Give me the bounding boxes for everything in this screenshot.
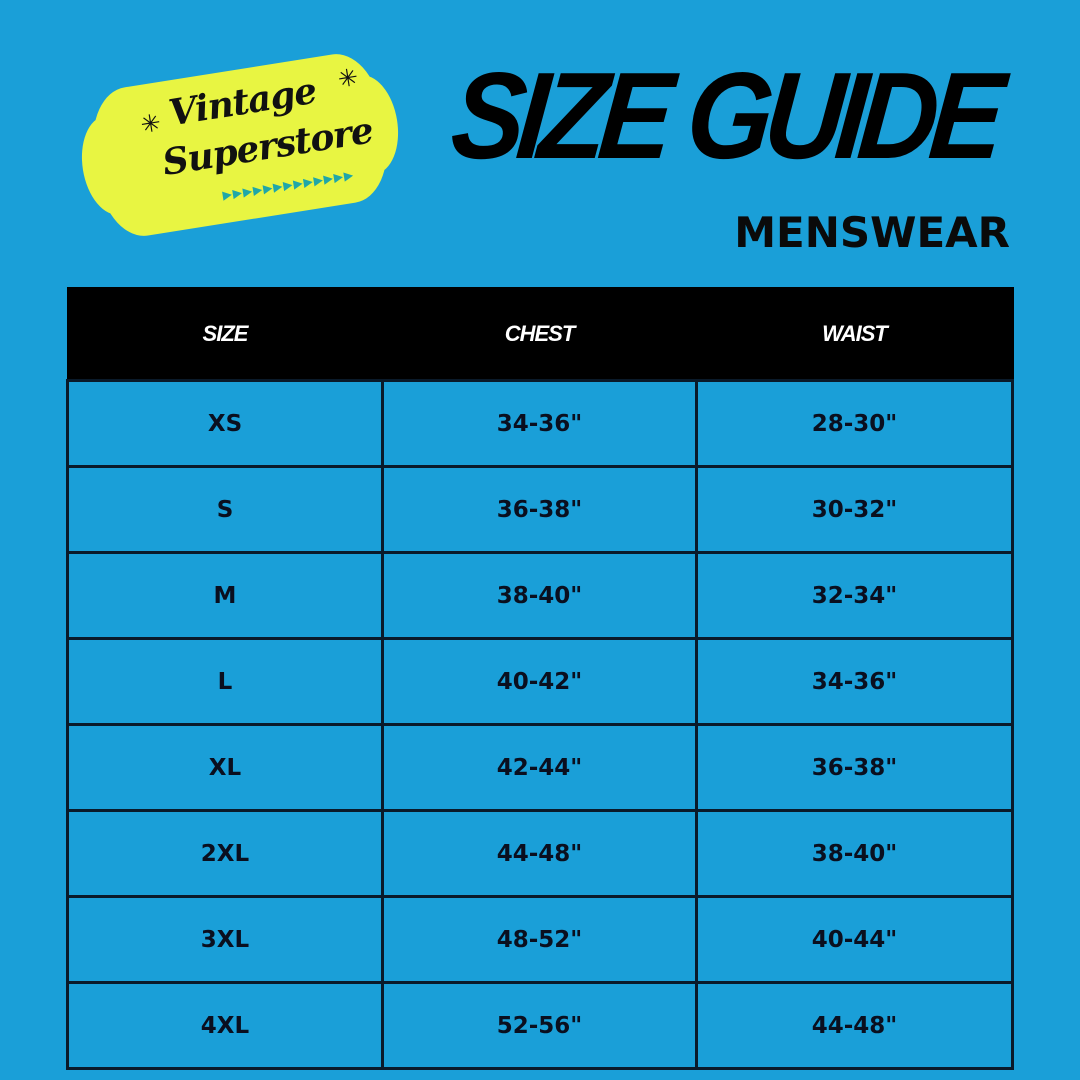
chest-cell: 42-44" [381, 723, 698, 812]
size-cell: 2XL [66, 809, 384, 898]
sparkle-icon: ✳ [335, 62, 361, 94]
size-cell: XL [66, 723, 384, 812]
size-table: SIZE CHEST WAIST XS 34-36" 28-30" S 36-38" 30… [66, 287, 1014, 1070]
chest-cell: 40-42" [381, 637, 698, 726]
table-row: 3XL 48-52" 40-44" [66, 895, 1014, 984]
table-row: XL 42-44" 36-38" [66, 723, 1014, 812]
size-cell: L [66, 637, 384, 726]
page-subtitle: MENSWEAR [734, 208, 1010, 257]
waist-cell: 38-40" [695, 809, 1014, 898]
table-row: 2XL 44-48" 38-40" [66, 809, 1014, 898]
size-cell: S [66, 465, 384, 554]
table-row: 4XL 52-56" 44-48" [66, 981, 1014, 1070]
table-row: L 40-42" 34-36" [66, 637, 1014, 726]
table-row: S 36-38" 30-32" [66, 465, 1014, 554]
table-row: XS 34-36" 28-30" [66, 379, 1014, 468]
chest-cell: 36-38" [381, 465, 698, 554]
size-cell: 3XL [66, 895, 384, 984]
column-header-chest: CHEST [381, 287, 698, 382]
column-header-size: SIZE [66, 287, 384, 382]
size-cell: M [66, 551, 384, 640]
chest-cell: 48-52" [381, 895, 698, 984]
size-cell: 4XL [66, 981, 384, 1070]
chest-cell: 52-56" [381, 981, 698, 1070]
waist-cell: 30-32" [695, 465, 1014, 554]
chest-cell: 38-40" [381, 551, 698, 640]
table-header-row: SIZE CHEST WAIST [66, 287, 1014, 382]
page-title: SIZE GUIDE [445, 46, 1003, 185]
sparkle-icon: ✳ [138, 108, 163, 140]
waist-cell: 36-38" [695, 723, 1014, 812]
waist-cell: 32-34" [695, 551, 1014, 640]
vintage-superstore-logo: ✳ ✳ Vintage Superstore ▶▶▶▶▶▶▶▶▶▶▶▶▶ [85, 48, 395, 242]
waist-cell: 44-48" [695, 981, 1014, 1070]
waist-cell: 34-36" [695, 637, 1014, 726]
waist-cell: 28-30" [695, 379, 1014, 468]
table-row: M 38-40" 32-34" [66, 551, 1014, 640]
waist-cell: 40-44" [695, 895, 1014, 984]
column-header-waist: WAIST [695, 287, 1014, 382]
chest-cell: 34-36" [381, 379, 698, 468]
size-cell: XS [66, 379, 384, 468]
chest-cell: 44-48" [381, 809, 698, 898]
